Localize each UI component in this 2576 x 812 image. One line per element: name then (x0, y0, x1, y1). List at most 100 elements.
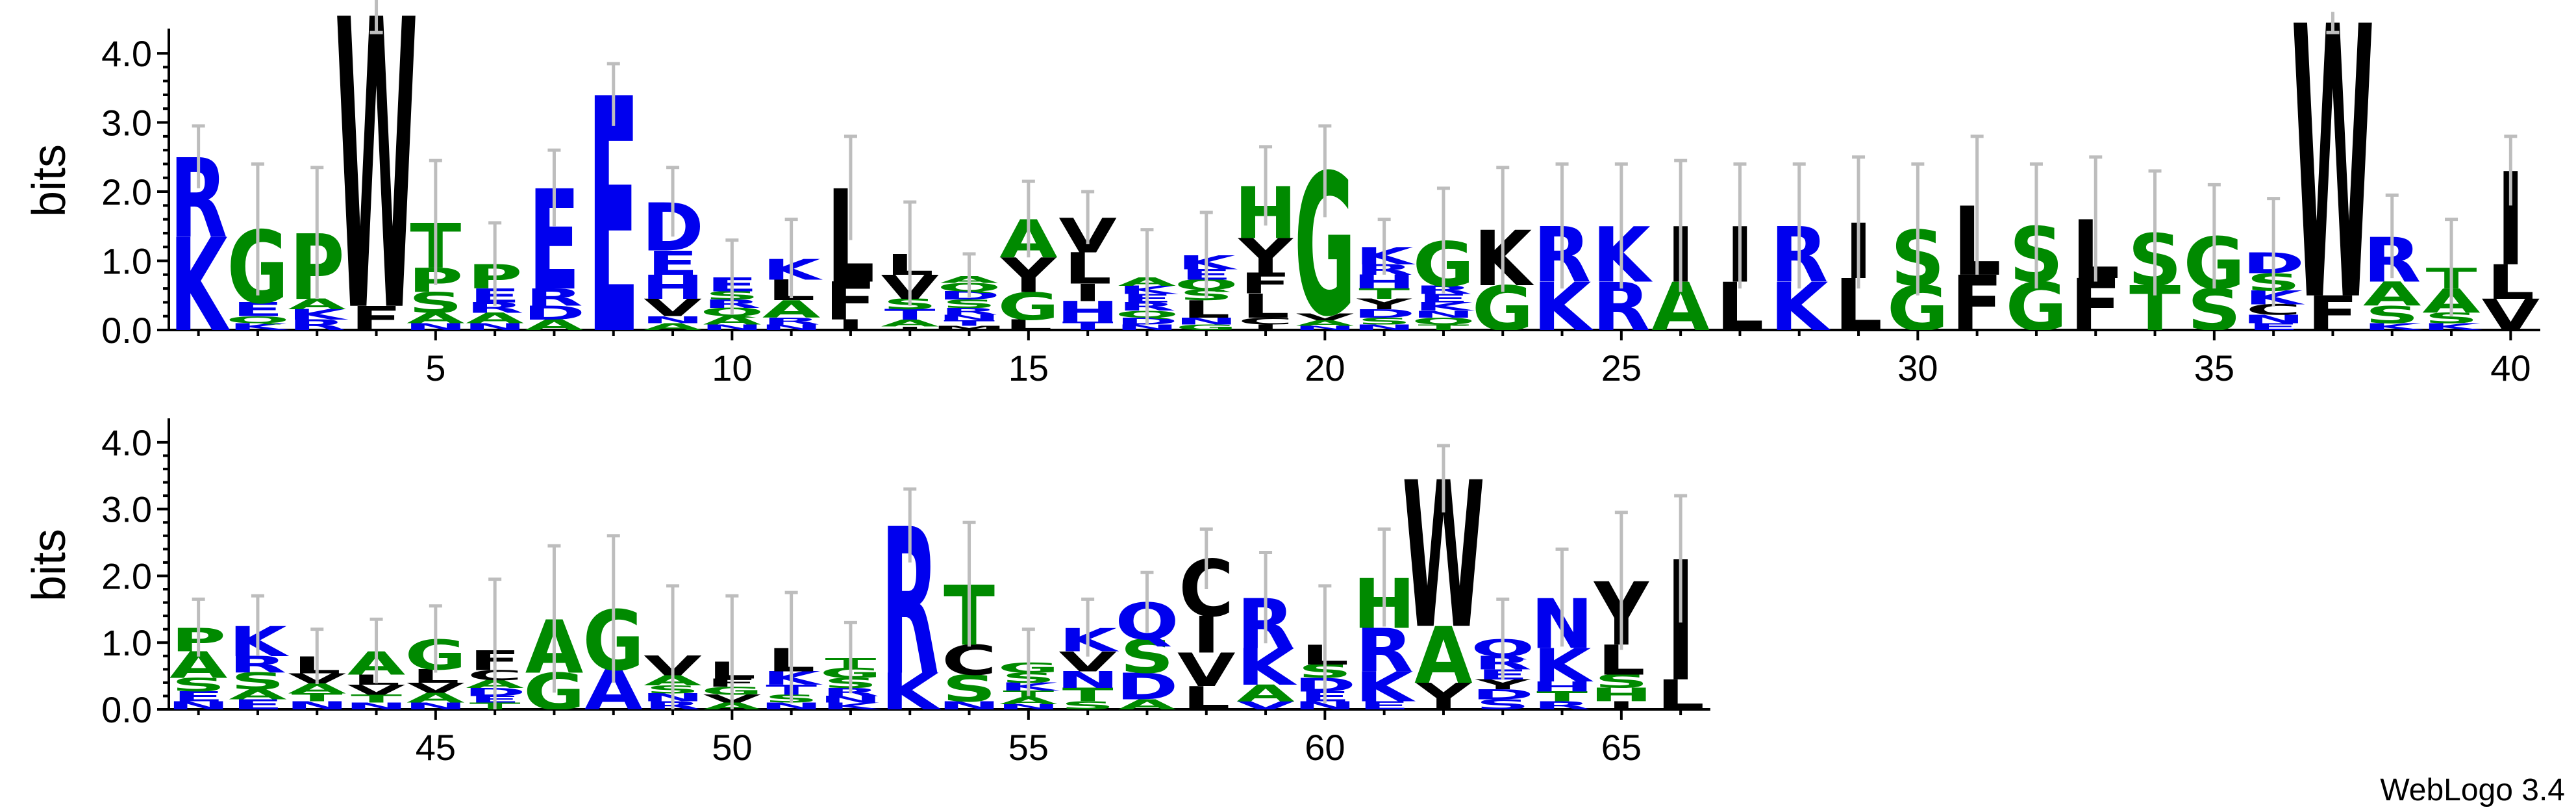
y-tick-label: 2.0 (101, 555, 152, 596)
logo-letter-S: S (1357, 316, 1411, 327)
logo-letter-F: F (1240, 267, 1292, 300)
logo-letter-N: N (760, 701, 823, 711)
logo-letter-F: F (825, 272, 876, 333)
logo-letter-A: A (644, 322, 702, 333)
logo-letter-Y: Y (1416, 676, 1471, 718)
logo-letter-N: N (997, 703, 1060, 711)
logo-letter-N: N (938, 699, 1001, 712)
logo-letter-H: H (642, 268, 705, 307)
y-tick-label: 3.0 (101, 103, 152, 144)
logo-letter-G: G (1175, 323, 1237, 331)
logo-letter-F: F (351, 299, 402, 338)
logo-letter-A: A (762, 296, 821, 324)
logo-letter-A: A (229, 687, 287, 703)
logo-letter-L: L (1005, 317, 1053, 333)
logo-letter-T: T (351, 692, 402, 705)
logo-letter-A: A (703, 314, 762, 327)
logo-letter-K: K (1355, 663, 1416, 711)
logo-letter-N: N (404, 701, 467, 711)
logo-letter-D: D (1353, 307, 1416, 321)
logo-letter-W: W (2292, 0, 2375, 385)
logo-letter-A: A (881, 318, 939, 329)
logo-letter-T: T (884, 307, 936, 323)
logo-letter-G: G (997, 285, 1059, 329)
logo-letter-N: N (819, 694, 882, 705)
y-tick-label: 2.0 (101, 171, 152, 212)
x-tick-label: 55 (1008, 727, 1049, 768)
logo-letter-H: H (1057, 296, 1119, 329)
logo-letter-E: E (1418, 292, 1469, 305)
logo-letter-I: I (1252, 323, 1280, 331)
logo-letter-N: N (1175, 316, 1238, 327)
logo-letter-T: T (1062, 685, 1114, 706)
logo-letter-S: S (231, 668, 284, 695)
logo-letter-A: A (1414, 611, 1473, 701)
logo-letter-M: M (932, 325, 1007, 331)
logo-letter-L: L (1242, 287, 1290, 325)
logo-letter-K: K (1533, 639, 1594, 692)
logo-letter-A: A (999, 696, 1058, 706)
logo-letter-A: A (406, 690, 465, 706)
logo-letter-N: N (760, 323, 823, 331)
x-tick-label: 45 (416, 727, 456, 768)
x-tick-label: 5 (425, 348, 445, 388)
logo-letter-V: V (347, 682, 406, 698)
logo-letter-A: A (406, 310, 465, 326)
logo-letter-D: D (1116, 666, 1178, 708)
weblogo-credit: WebLogo 3.4 (2380, 773, 2565, 807)
logo-letter-T: T (1062, 320, 1114, 333)
logo-letter-L: L (1182, 679, 1231, 717)
logo-letter-V: V (1296, 312, 1355, 323)
logo-letter-S: S (2365, 301, 2419, 329)
logo-letter-K: K (229, 322, 290, 333)
logo-letter-N: N (642, 314, 705, 325)
logo-letter-R: R (229, 652, 286, 678)
logo-letter-N: N (286, 699, 349, 712)
logo-letter-K: K (821, 701, 882, 711)
letter-stacks: NESAPEASRKNTAVLNTVLANAVLGTEDACFGAAGRNSAV… (167, 440, 1705, 718)
logo-letter-F: F (2307, 286, 2358, 341)
y-tick-label: 3.0 (101, 489, 152, 530)
logo-letter-A: A (525, 317, 584, 333)
x-tick-label: 50 (712, 727, 752, 768)
x-tick-label: 25 (1601, 348, 1642, 388)
logo-letter-S: S (1476, 696, 1530, 713)
logo-letter-T: T (1358, 286, 1410, 302)
logo-letter-R: R (525, 284, 583, 312)
x-tick-label: 15 (1008, 348, 1049, 388)
logo-letter-E: E (232, 696, 283, 713)
logo-letter-S: S (1120, 630, 1174, 683)
logo-letter-N: N (404, 322, 467, 333)
logo-letter-Q: Q (226, 314, 290, 325)
logo-letter-L: L (2486, 255, 2534, 310)
logo-letter-N: N (2242, 312, 2305, 326)
x-tick-label: 60 (1305, 727, 1345, 768)
logo-letter-K: K (2422, 322, 2483, 333)
logo-letter-K: K (2363, 322, 2424, 333)
logo-letter-S: S (1060, 699, 1114, 712)
logo-letter-H: H (1590, 685, 1653, 706)
logo-letter-Y: Y (1356, 296, 1413, 312)
logo-letter-E: E (173, 689, 224, 705)
logo-letter-I: I (836, 317, 864, 333)
logo-letter-N: N (167, 699, 230, 712)
logo-letter-K: K (1236, 639, 1297, 697)
y-tick-label: 4.0 (101, 422, 152, 463)
logo-letter-D: D (1471, 687, 1534, 703)
logo-letter-Y: Y (1238, 229, 1294, 284)
logo-letter-K: K (288, 307, 349, 323)
logo-letter-N: N (1353, 323, 1416, 331)
logo-letter-N: N (1294, 699, 1357, 712)
logo-letter-S: S (1594, 671, 1648, 692)
logo-letter-N: N (345, 701, 408, 711)
logo-letter-N: N (1057, 667, 1119, 694)
logo-letter-A: A (466, 310, 524, 326)
logo-letter-C: C (1238, 316, 1294, 327)
logo-letter-N: N (701, 323, 764, 331)
y-tick-label: 1.0 (101, 622, 152, 663)
logo-letter-V: V (1177, 644, 1236, 697)
logo-letter-I: I (1607, 699, 1635, 712)
logo-letter-N: N (1294, 325, 1357, 331)
logo-letter-V: V (406, 680, 465, 696)
